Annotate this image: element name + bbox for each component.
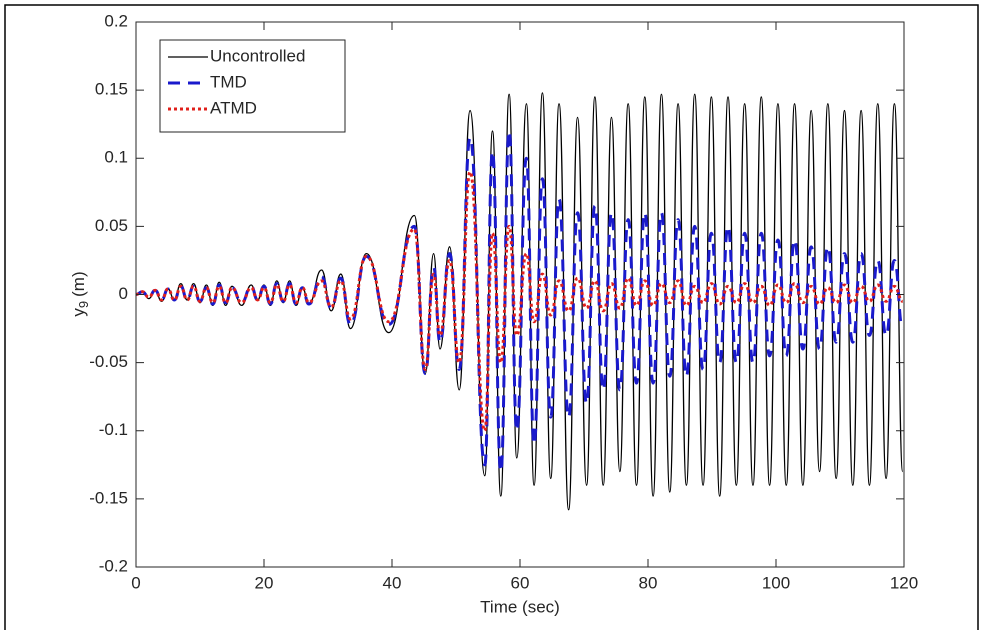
legend-label: TMD xyxy=(210,72,247,91)
legend: Uncontrolled TMD ATMD xyxy=(159,39,346,133)
y-tick-label: 0.2 xyxy=(104,11,128,30)
y-axis-label: y9(m) xyxy=(69,271,91,316)
x-tick-label: 40 xyxy=(383,573,402,592)
frame xyxy=(4,4,979,630)
plot xyxy=(135,92,905,511)
y-tick-label: -0.05 xyxy=(89,352,128,371)
y-tick-label: 0.15 xyxy=(95,80,128,99)
x-tick-label: 120 xyxy=(890,573,918,592)
y-tick-label: -0.15 xyxy=(89,488,128,507)
y-tick-label: 0 xyxy=(119,284,128,303)
y-tick-label: 0.1 xyxy=(104,148,128,167)
legend-box xyxy=(159,39,346,133)
x-tick-label: 80 xyxy=(639,573,658,592)
x-tick-label: 0 xyxy=(131,573,140,592)
y-tick-label: -0.1 xyxy=(99,420,128,439)
y-tick-label: 0.05 xyxy=(95,216,128,235)
x-tick-label: 60 xyxy=(511,573,530,592)
y-tick-label: -0.2 xyxy=(99,556,128,575)
legend-label: Uncontrolled xyxy=(210,46,305,65)
x-tick-label: 100 xyxy=(762,573,790,592)
x-tick-label: 20 xyxy=(255,573,274,592)
x-axis-label: Time (sec) xyxy=(480,597,560,616)
legend-label: ATMD xyxy=(210,98,257,117)
